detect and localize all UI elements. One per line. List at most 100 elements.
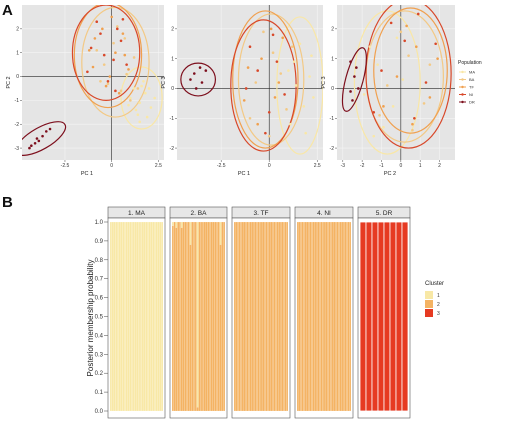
structure-bar <box>249 221 252 412</box>
point-ba <box>123 37 127 40</box>
x-tick-label: -2.5 <box>217 163 226 169</box>
cluster-legend-key-3 <box>425 309 433 317</box>
cluster-legend: Cluster 1 2 3 <box>425 281 444 317</box>
point-ma <box>142 80 145 83</box>
point-ba <box>129 99 132 102</box>
point-ni <box>86 70 89 74</box>
y-tick-label: 2 <box>171 27 174 33</box>
y-tick-label: 0.8 <box>95 258 104 264</box>
point-tf <box>101 27 104 31</box>
structure-bar <box>131 221 134 412</box>
structure-bar <box>260 221 263 412</box>
point-tf <box>382 105 385 108</box>
point-tf <box>123 53 127 57</box>
structure-bar <box>301 221 304 412</box>
structure-bar <box>314 221 317 412</box>
structure-bar <box>184 221 187 412</box>
structure-bar <box>303 221 306 412</box>
structure-bar <box>127 221 130 412</box>
structure-bar <box>157 221 160 412</box>
structure-bar <box>359 221 367 412</box>
ellipse-ma <box>353 10 421 155</box>
y-tick-label: 0.6 <box>95 296 104 302</box>
point-ma <box>304 131 308 135</box>
ellipse-tf <box>73 5 143 109</box>
y-tick-label: 0.7 <box>95 277 104 283</box>
point-tf <box>87 49 91 52</box>
structure-bar <box>312 221 315 412</box>
structure-bar <box>221 221 224 412</box>
structure-bar <box>173 221 176 412</box>
point-ba <box>290 45 294 49</box>
structure-bar <box>141 221 144 412</box>
legend-label-ba: BA <box>469 77 475 82</box>
structure-bar <box>152 221 155 412</box>
point-dr <box>349 60 352 63</box>
structure-bar <box>347 221 350 412</box>
point-ma <box>362 93 366 96</box>
point-dr <box>37 139 41 143</box>
structure-bar <box>241 221 244 412</box>
structure-bar <box>175 221 178 412</box>
structure-bar <box>270 221 273 412</box>
point-ma <box>144 91 147 95</box>
point-ni <box>389 21 393 25</box>
structure-bar <box>309 221 312 412</box>
x-tick-label: 2.5 <box>155 163 162 169</box>
cluster-legend-label-3: 3 <box>437 311 440 317</box>
structure-bar <box>189 221 192 412</box>
structure-bar <box>207 221 210 412</box>
point-ba <box>262 30 265 34</box>
structure-bar <box>365 221 373 412</box>
structure-bar <box>259 221 262 412</box>
pca-plot-pc1-pc2: -2.5 0 2.5 -3 -2 -1 0 1 2 PC 1 PC 2 <box>6 5 164 177</box>
point-ni <box>125 63 128 66</box>
cluster-legend-label-2: 2 <box>437 302 440 308</box>
x-tick-label: 2 <box>438 163 441 169</box>
point-dr <box>192 72 196 75</box>
structure-bar <box>129 221 132 412</box>
point-ni <box>275 60 279 63</box>
y-tick-label: 1 <box>16 50 19 56</box>
facet-4: 4. NI <box>294 206 354 419</box>
structure-bar <box>262 221 265 412</box>
point-tf <box>281 36 284 40</box>
point-ma <box>310 54 313 57</box>
facet-1: 1. MA <box>107 206 166 419</box>
structure-bar <box>346 221 348 412</box>
y-tick-label: 2 <box>16 27 19 33</box>
point-dr <box>44 130 48 133</box>
ellipse-tf <box>373 7 448 134</box>
ellipse-ma <box>120 66 163 130</box>
point-ni <box>413 116 416 120</box>
x-axis-title: PC 1 <box>81 171 93 177</box>
structure-bar <box>154 221 157 412</box>
y-tick-label: 0.3 <box>95 352 104 358</box>
point-tf <box>117 91 121 95</box>
structure-bar <box>205 221 208 412</box>
point-dr <box>28 146 31 150</box>
point-ba <box>411 128 414 132</box>
structure-bar <box>159 221 162 412</box>
point-ni <box>256 69 259 72</box>
point-ma <box>372 134 376 138</box>
structure-bar <box>155 221 158 412</box>
point-ba <box>285 108 288 111</box>
pca-plot-background <box>337 5 455 160</box>
cluster-legend-key-1 <box>425 291 433 299</box>
point-ma <box>395 36 399 40</box>
structure-bar <box>322 221 325 412</box>
structure-bar <box>214 221 217 412</box>
structure-bar <box>300 221 302 412</box>
structure-bar <box>268 221 271 412</box>
structure-bar <box>276 221 279 412</box>
y-tick-label: -3 <box>15 146 20 152</box>
point-tf <box>405 24 408 28</box>
structure-bar <box>200 221 203 412</box>
structure-bar <box>210 221 213 412</box>
point-ni <box>112 58 115 62</box>
point-ni <box>121 18 125 21</box>
facet-5: 5. DR <box>357 206 411 419</box>
panel-label-b: B <box>2 194 13 211</box>
structure-bar <box>286 221 289 412</box>
